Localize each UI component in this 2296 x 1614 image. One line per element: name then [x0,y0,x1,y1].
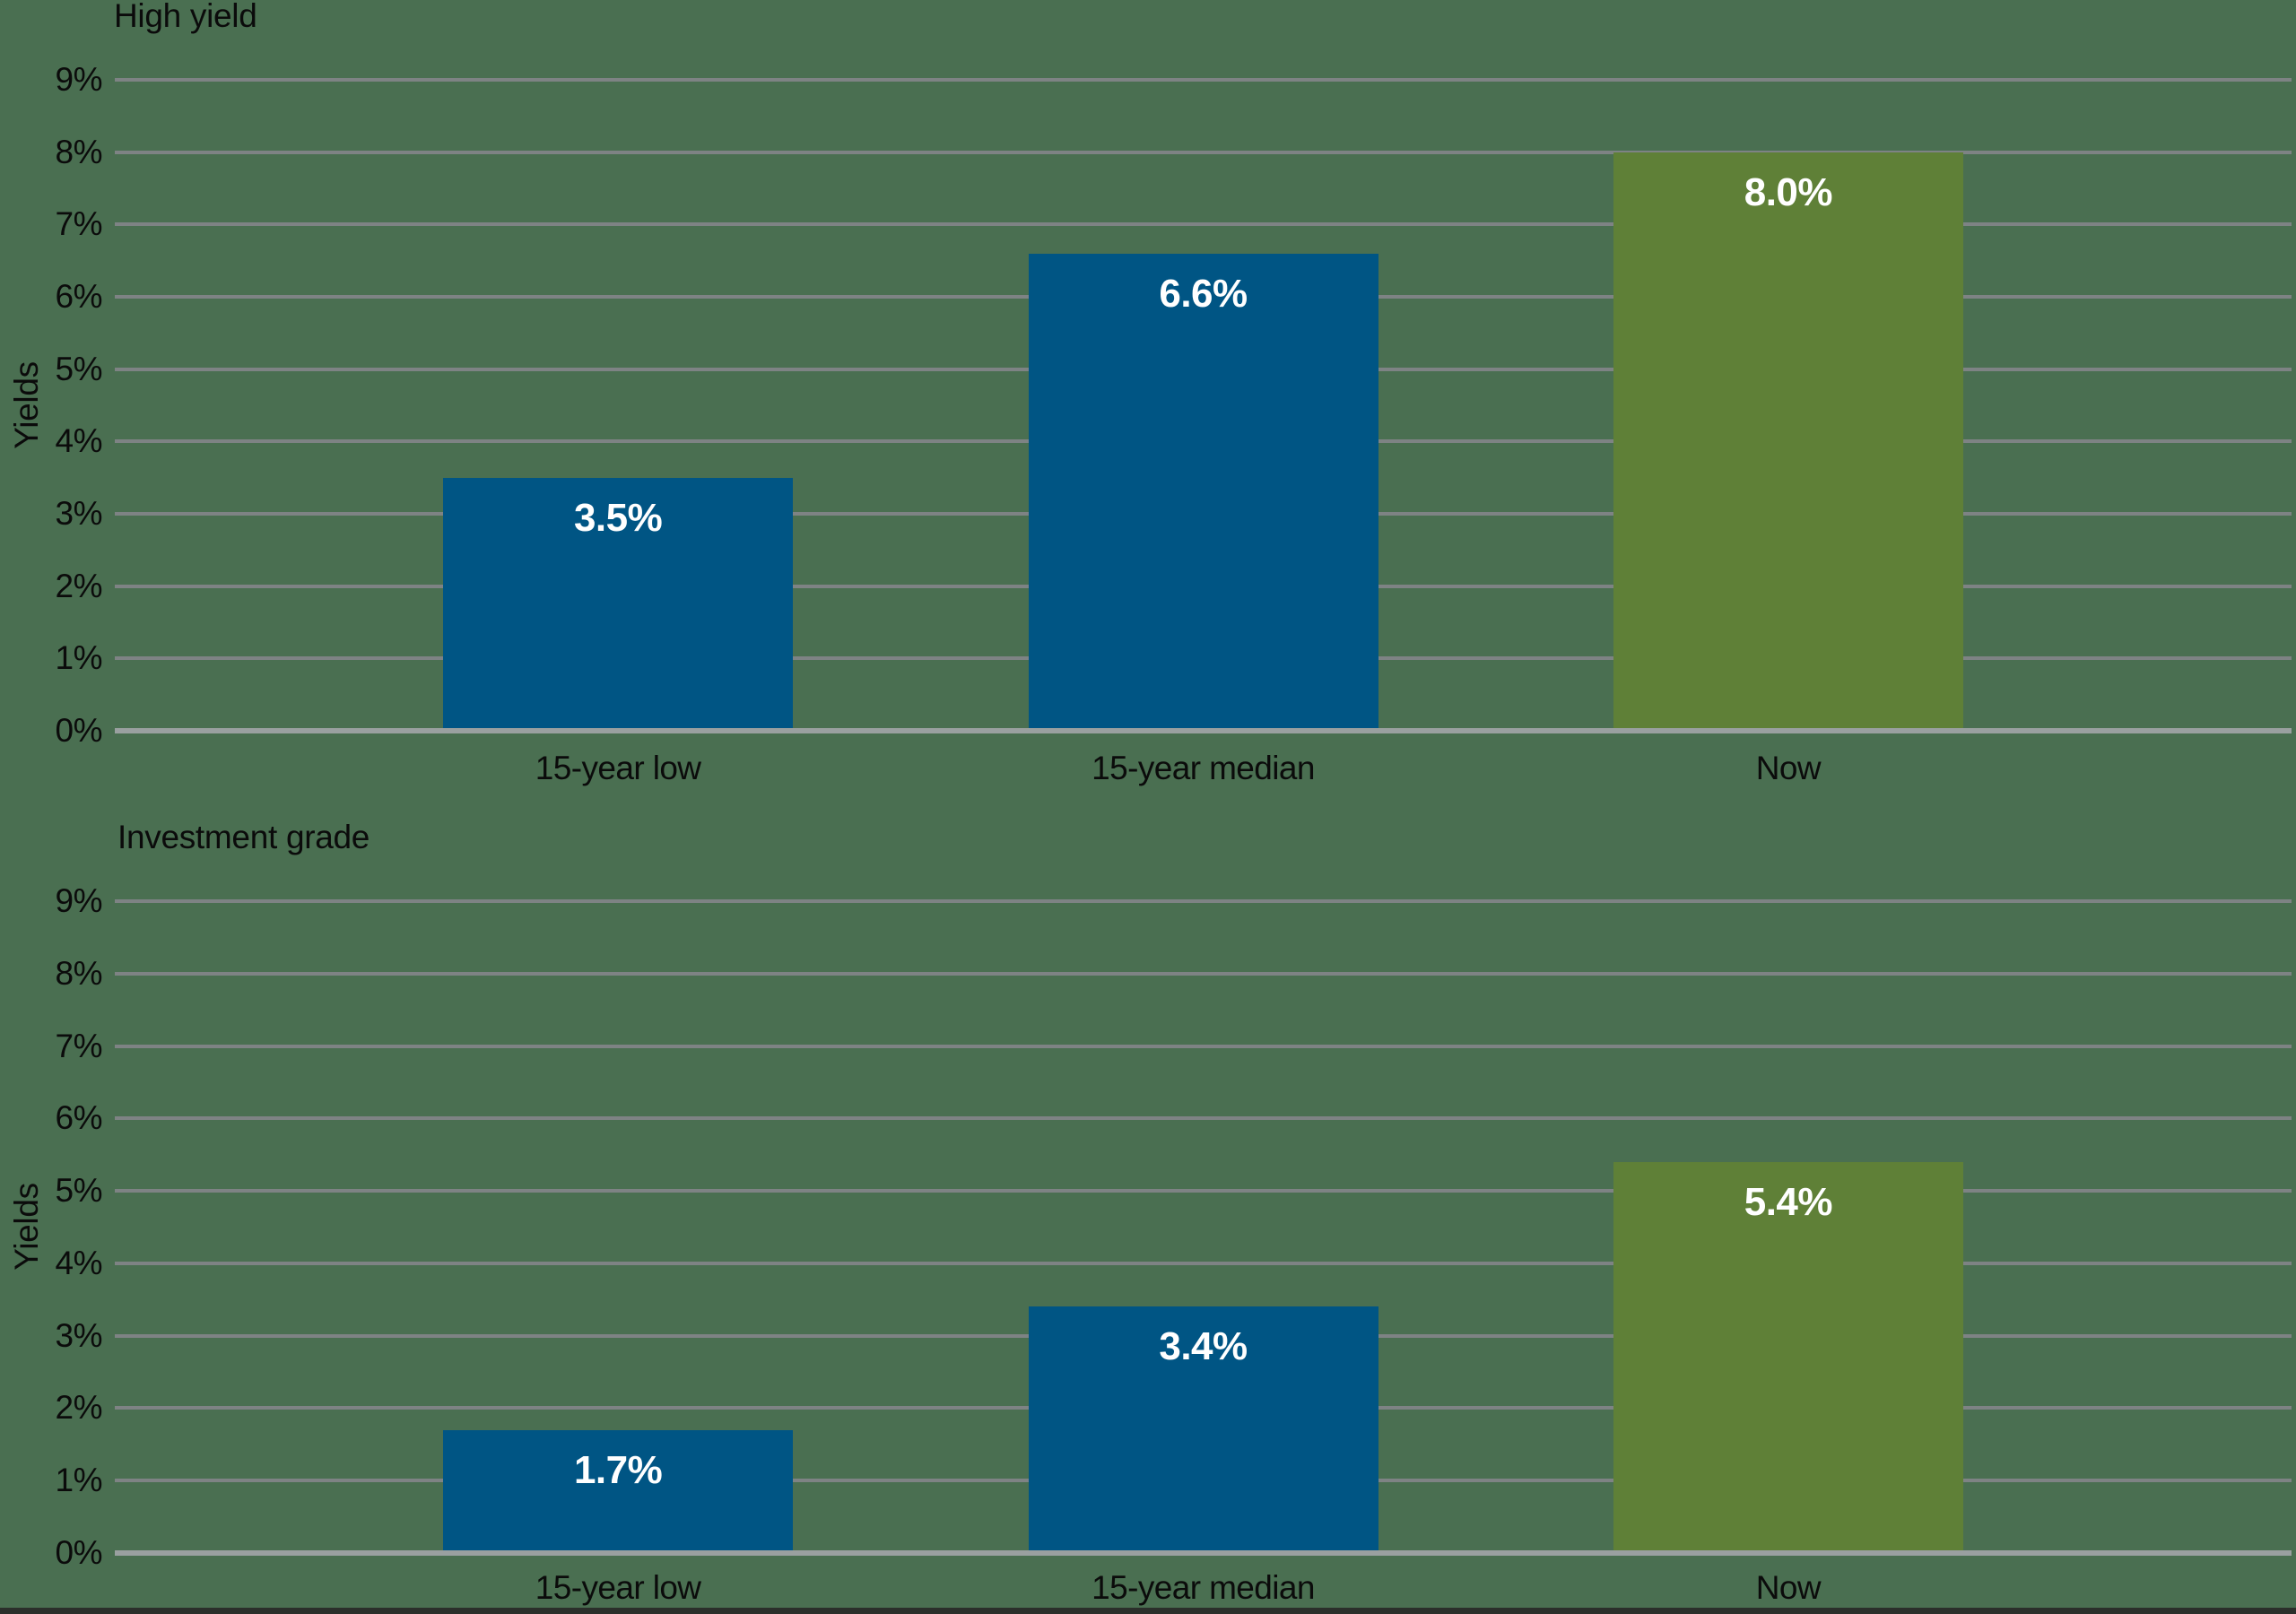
x-category-label-now: Now [1755,750,1822,786]
y-axis-title: Yields [8,1183,45,1271]
bar-15-year-low: 1.7% [443,1429,794,1553]
x-axis-line [115,1550,2292,1556]
chart-title: High yield [114,0,257,34]
bottom-border [0,1608,2296,1614]
bar-15-year-low: 3.5% [443,477,794,731]
gridline-8 [115,150,2292,154]
gridline-7 [115,222,2292,227]
gridline-9 [115,899,2292,903]
gridline-7 [115,1044,2292,1048]
bar-15-year-median: 6.6% [1028,253,1378,731]
gridline-5 [115,367,2292,371]
gridline-2 [115,584,2292,588]
x-category-label-15-year-low: 15-year low [535,750,701,786]
gridline-2 [115,1406,2292,1410]
x-category-label-now: Now [1755,1569,1822,1606]
x-category-label-15-year-median: 15-year median [1091,1569,1315,1606]
x-category-label-15-year-low: 15-year low [535,1569,701,1606]
gridline-4 [115,439,2292,444]
chart-title: Investment grade [117,819,370,855]
gridline-9 [115,78,2292,82]
gridline-3 [115,512,2292,516]
gridline-3 [115,1333,2292,1338]
plot-area: 0% 1% 2% 3% 4% 5% 6% 7% 8% 9% 3.5% 6.6% 8.0% [56,63,2292,747]
bar-value-label: 8.0% [1744,169,1833,214]
gridline-1 [115,656,2292,661]
bar-value-label: 1.7% [573,1447,663,1492]
bar-now: 5.4% [1613,1161,1963,1553]
gridline-8 [115,971,2292,976]
x-category-label-15-year-median: 15-year median [1091,750,1315,786]
gridline-5 [115,1189,2292,1193]
bar-value-label: 6.6% [1159,271,1248,316]
bar-now: 8.0% [1613,152,1963,731]
gridline-6 [115,1116,2292,1121]
x-axis-line [115,728,2292,733]
gridline-1 [115,1479,2292,1483]
gridline-4 [115,1261,2292,1265]
bar-15-year-median: 3.4% [1028,1306,1378,1553]
bar-value-label: 3.4% [1159,1324,1248,1369]
bar-value-label: 3.5% [573,495,663,540]
plot-area: 0% 1% 2% 3% 4% 5% 6% 7% 8% 9% 1.7% 3.4% 5.4% [56,884,2292,1569]
x-axis-labels: 15-year low 15-year median Now [115,750,2292,794]
bar-value-label: 5.4% [1744,1179,1833,1224]
gridline-6 [115,295,2292,299]
y-axis-title: Yields [8,361,45,449]
